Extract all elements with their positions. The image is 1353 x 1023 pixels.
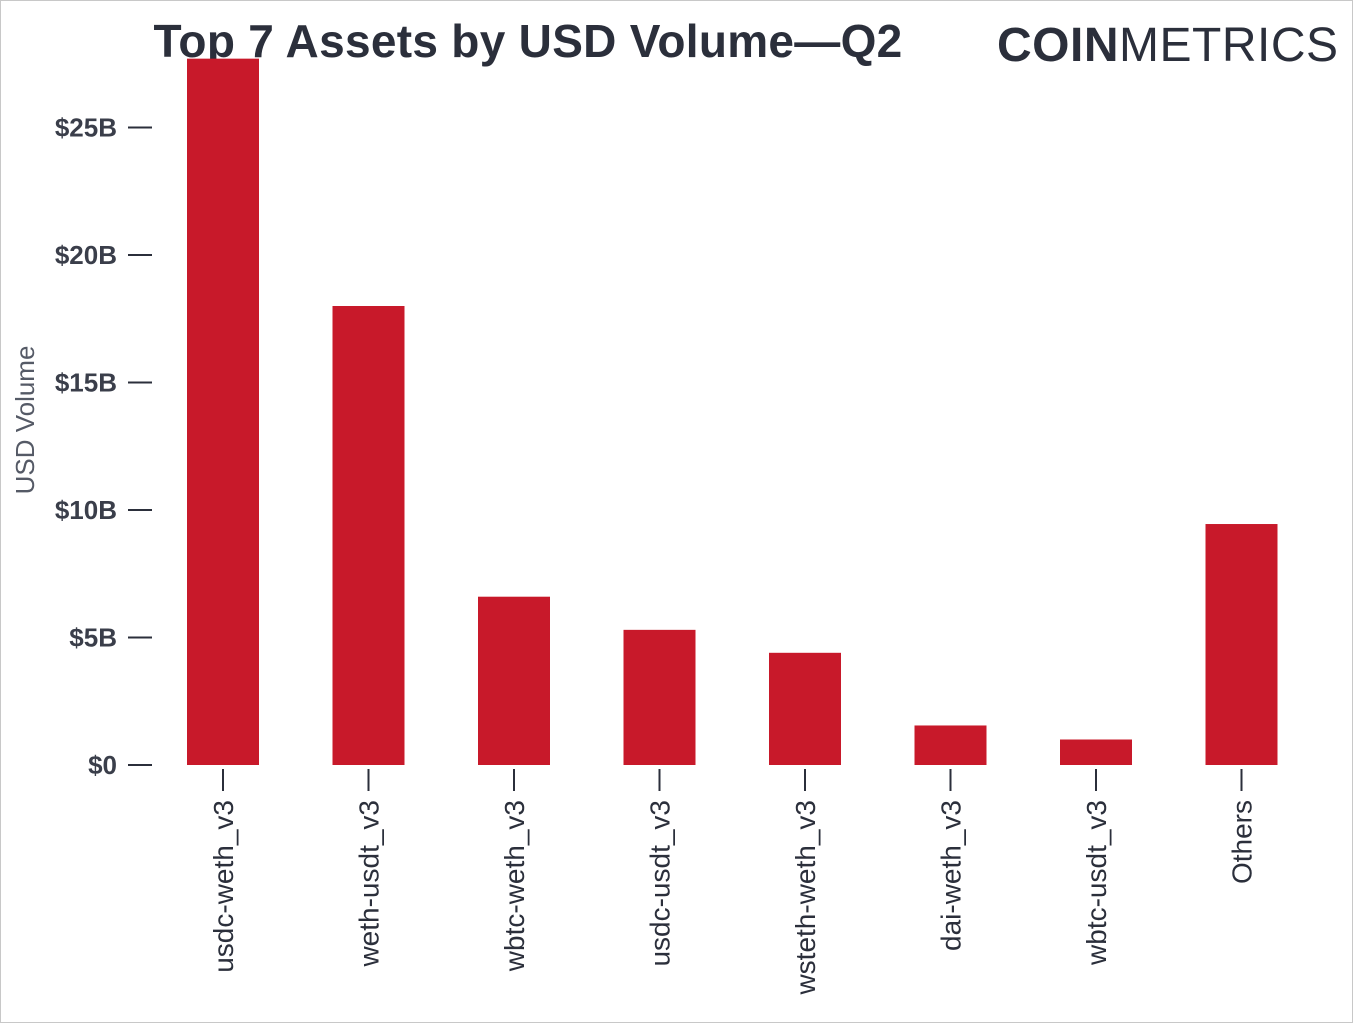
bar-usdc-usdt_v3 — [623, 629, 696, 765]
logo-text-metrics: METRICS — [1119, 19, 1339, 72]
chart-title: Top 7 Assets by USD Volume—Q2 — [153, 15, 903, 67]
x-tick-label: wsteth-weth_v3 — [790, 800, 821, 996]
y-tick-label: $20B — [55, 240, 117, 270]
bar-dai-weth_v3 — [914, 725, 987, 765]
x-tick-label: dai-weth_v3 — [936, 800, 967, 951]
bar-wsteth-weth_v3 — [769, 652, 841, 765]
x-tick-label: usdc-weth_v3 — [208, 800, 239, 973]
x-tick-label: usdc-usdt_v3 — [645, 800, 676, 967]
bar-weth-usdt_v3 — [332, 306, 405, 765]
coinmetrics-logo: COINMETRICS — [997, 18, 1339, 73]
x-axis: usdc-weth_v3 weth-usdt_v3 wbtc-weth_v3 usdc… — [208, 769, 1258, 996]
x-tick-label: wbtc-usdt_v3 — [1081, 800, 1112, 966]
y-tick-label: $25B — [55, 113, 117, 143]
bar-usdc-weth_v3 — [187, 58, 259, 765]
y-axis-label: USD Volume — [10, 346, 40, 495]
bar-wbtc-usdt_v3 — [1060, 739, 1132, 765]
x-tick-label: wbtc-weth_v3 — [499, 800, 530, 972]
y-tick-label: $5B — [69, 623, 117, 653]
bar-wbtc-weth_v3 — [478, 596, 550, 765]
y-tick-label: $0 — [88, 750, 117, 780]
y-tick-label: $10B — [55, 495, 117, 525]
x-tick-label: Others — [1227, 800, 1258, 884]
bars — [187, 58, 1278, 765]
y-axis: $0 $5B $10B $15B $20B $25B — [55, 113, 152, 780]
x-tick-label: weth-usdt_v3 — [354, 800, 385, 968]
logo-text-coin: COIN — [997, 19, 1119, 72]
bar-Others — [1205, 524, 1278, 765]
y-tick-label: $15B — [55, 368, 117, 398]
